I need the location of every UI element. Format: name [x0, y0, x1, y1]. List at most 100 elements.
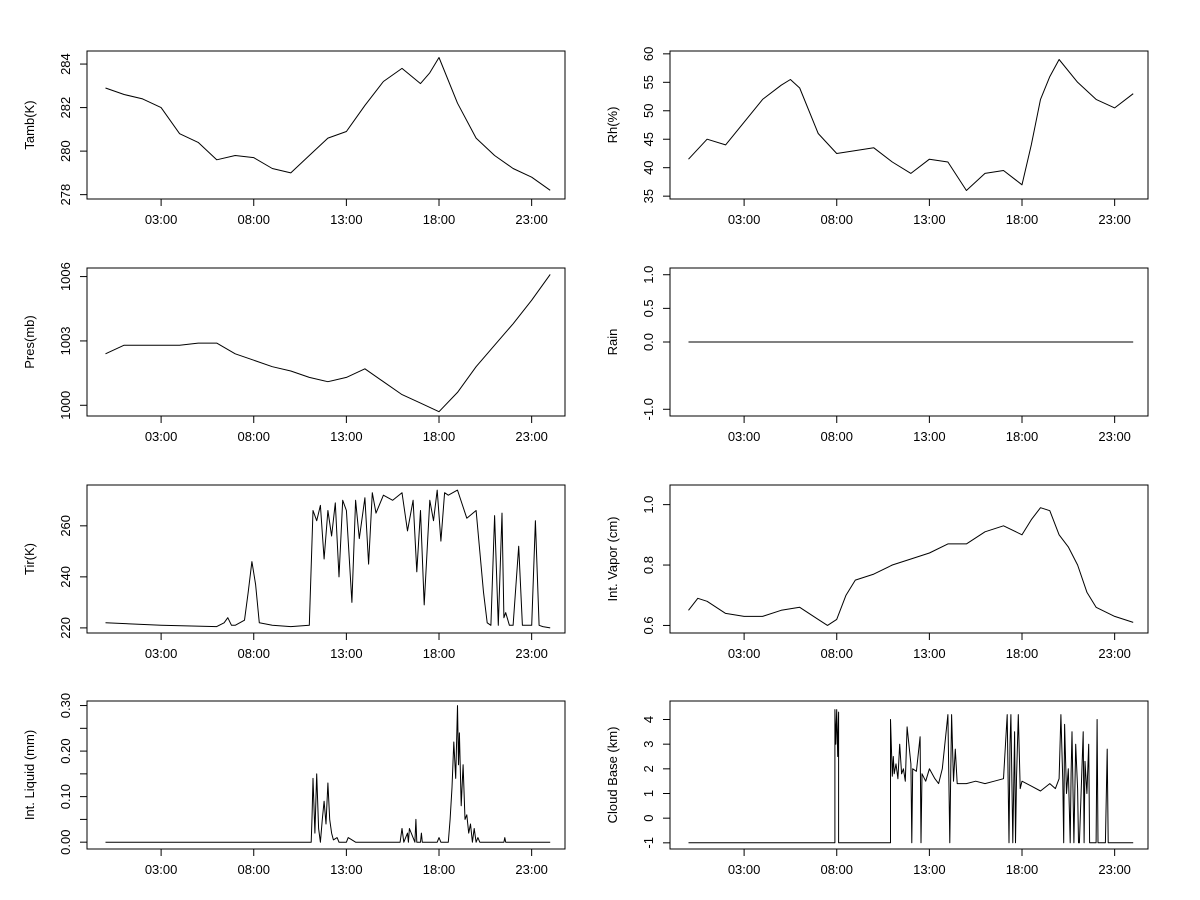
plot-frame [86, 50, 566, 200]
y-axis-label: Tamb(K) [22, 100, 37, 149]
y-tick-label: 3 [641, 741, 656, 748]
series-line [105, 489, 551, 629]
plot-frame [669, 700, 1149, 850]
y-axis-label: Int. Liquid (mm) [22, 730, 37, 820]
x-tick-label: 08:00 [237, 862, 270, 877]
x-tick-label: 03:00 [145, 429, 178, 444]
x-tick-label: 08:00 [237, 429, 270, 444]
x-tick-label: 13:00 [330, 429, 363, 444]
y-tick-label: 0 [641, 815, 656, 822]
plot-frame [86, 484, 566, 634]
y-tick-label: 55 [641, 75, 656, 89]
x-tick-label: 03:00 [145, 212, 178, 227]
y-tick-label: -1 [641, 837, 656, 849]
y-tick-label: 280 [58, 140, 73, 162]
panel-int-liquid: 03:00 08:00 13:00 18:00 23:00 0.00 0.10 0.20 0.3… [22, 693, 566, 877]
y-tick-label: 240 [58, 566, 73, 588]
panel-rain: 03:00 08:00 13:00 18:00 23:00 -1.0 0.0 0.5 1.0 Ra… [605, 266, 1149, 444]
panel-tamb: 03:00 08:00 13:00 18:00 23:00 278 280 282 284 Tam… [22, 50, 566, 227]
y-tick-label: 1.0 [641, 496, 656, 514]
y-tick-label: 0.5 [641, 299, 656, 317]
x-tick-label: 18:00 [423, 646, 456, 661]
x-tick-label: 18:00 [423, 212, 456, 227]
x-tick-label: 13:00 [913, 429, 946, 444]
x-tick-label: 08:00 [237, 212, 270, 227]
x-tick-label: 18:00 [1006, 646, 1039, 661]
series-line [688, 507, 1134, 626]
y-axis-label: Pres(mb) [22, 315, 37, 368]
series-line [688, 59, 1134, 191]
x-tick-label: 23:00 [1098, 862, 1131, 877]
plot-frame [86, 700, 566, 850]
plot-frame [669, 484, 1149, 634]
panel-int-vapor: 03:00 08:00 13:00 18:00 23:00 0.6 0.8 1.0 Int. V… [605, 484, 1149, 661]
x-tick-label: 13:00 [913, 862, 946, 877]
y-tick-label: 220 [58, 617, 73, 639]
y-tick-label: 0.30 [58, 693, 73, 718]
x-tick-label: 03:00 [728, 862, 761, 877]
x-tick-label: 08:00 [820, 429, 853, 444]
x-tick-label: 13:00 [330, 212, 363, 227]
y-tick-label: 0.8 [641, 556, 656, 574]
y-tick-label: 1006 [58, 262, 73, 291]
y-tick-label: 45 [641, 132, 656, 146]
x-tick-label: 13:00 [913, 646, 946, 661]
y-tick-label: 1000 [58, 391, 73, 420]
x-tick-label: 18:00 [423, 862, 456, 877]
y-tick-label: 278 [58, 184, 73, 206]
y-tick-label: 1003 [58, 326, 73, 355]
series-line [688, 709, 1134, 844]
x-tick-label: 03:00 [145, 646, 178, 661]
x-tick-label: 13:00 [913, 212, 946, 227]
x-tick-label: 23:00 [1098, 646, 1131, 661]
y-tick-label: -1.0 [641, 398, 656, 420]
series-line [105, 705, 551, 843]
y-axis-label: Int. Vapor (cm) [605, 516, 620, 601]
y-tick-label: 50 [641, 104, 656, 118]
x-tick-label: 08:00 [820, 646, 853, 661]
series-line [105, 57, 551, 191]
x-tick-label: 18:00 [1006, 212, 1039, 227]
y-tick-label: 40 [641, 160, 656, 174]
y-tick-label: 2 [641, 765, 656, 772]
x-tick-label: 03:00 [728, 212, 761, 227]
y-tick-label: 0.00 [58, 830, 73, 855]
x-tick-label: 23:00 [515, 429, 548, 444]
x-tick-label: 08:00 [820, 212, 853, 227]
panel-cloud-base: 03:00 08:00 13:00 18:00 23:00 -1 0 1 2 3 4 Cloud Ba… [605, 700, 1149, 877]
y-tick-label: 1 [641, 790, 656, 797]
y-tick-label: 284 [58, 53, 73, 75]
y-tick-label: 0.6 [641, 616, 656, 634]
y-tick-label: 282 [58, 97, 73, 119]
x-tick-label: 18:00 [1006, 862, 1039, 877]
x-tick-label: 13:00 [330, 646, 363, 661]
y-tick-label: 35 [641, 189, 656, 203]
y-tick-label: 60 [641, 47, 656, 61]
y-axis-label: Cloud Base (km) [605, 727, 620, 824]
panel-pres: 03:00 08:00 13:00 18:00 23:00 1000 1003 1006 Pre… [22, 262, 566, 444]
x-tick-label: 03:00 [145, 862, 178, 877]
y-axis-label: Rain [605, 329, 620, 356]
plot-frame [86, 267, 566, 417]
y-tick-label: 0.20 [58, 738, 73, 763]
plot-frame [669, 50, 1149, 200]
y-tick-label: 1.0 [641, 266, 656, 284]
x-tick-label: 13:00 [330, 862, 363, 877]
x-tick-label: 08:00 [820, 862, 853, 877]
x-tick-label: 23:00 [1098, 212, 1131, 227]
x-tick-label: 23:00 [515, 212, 548, 227]
x-tick-label: 18:00 [423, 429, 456, 444]
x-tick-label: 23:00 [1098, 429, 1131, 444]
y-axis-label: Tir(K) [22, 543, 37, 575]
y-tick-label: 0.0 [641, 333, 656, 351]
panel-tir: 03:00 08:00 13:00 18:00 23:00 220 240 260 Tir(K) [22, 484, 566, 661]
series-line [105, 274, 551, 413]
x-tick-label: 03:00 [728, 429, 761, 444]
x-tick-label: 03:00 [728, 646, 761, 661]
y-tick-label: 260 [58, 515, 73, 537]
y-tick-label: 0.10 [58, 784, 73, 809]
panel-rh: 03:00 08:00 13:00 18:00 23:00 35 40 45 50 55 60 Rh(… [605, 47, 1149, 227]
x-tick-label: 08:00 [237, 646, 270, 661]
y-tick-label: 4 [641, 716, 656, 723]
